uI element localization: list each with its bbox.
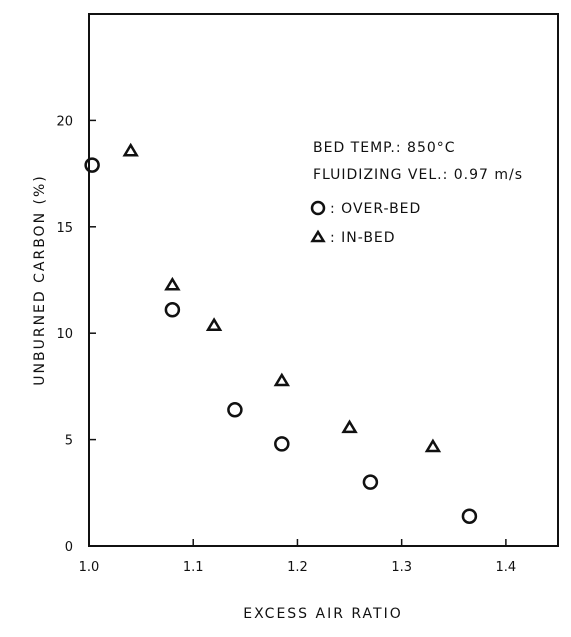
- axis-tick-labels: 1.0 1.1 1.2 1.3 1.4 0 5 10 15 20: [56, 114, 516, 575]
- point-over-bed: [227, 402, 243, 418]
- y-tick-label: 0: [65, 540, 73, 555]
- y-axis-label: UNBURNED CARBON (%): [32, 174, 48, 385]
- y-tick-label: 15: [56, 221, 73, 236]
- x-tick-label: 1.4: [496, 560, 517, 575]
- x-axis-label: EXCESS AIR RATIO: [243, 606, 403, 622]
- y-tick-label: 20: [56, 114, 73, 129]
- point-in-bed: [341, 419, 358, 434]
- point-over-bed: [461, 508, 478, 524]
- point-over-bed: [164, 302, 181, 318]
- plot-frame: [88, 13, 559, 547]
- x-tick-label: 1.1: [183, 560, 204, 575]
- series-over-bed: [84, 157, 478, 524]
- x-tick-label: 1.3: [391, 560, 412, 575]
- series-in-bed: [122, 142, 442, 453]
- axis-ticks: [88, 119, 507, 547]
- legend: : OVER-BED : IN-BED: [310, 200, 421, 246]
- point-in-bed: [205, 317, 223, 331]
- point-over-bed: [362, 474, 379, 490]
- point-in-bed: [273, 372, 291, 387]
- point-over-bed: [84, 157, 100, 173]
- legend-circle-marker: [310, 200, 326, 216]
- x-tick-label: 1.2: [287, 560, 308, 575]
- annotation-bed-temp: BED TEMP.: 850°C: [313, 140, 456, 156]
- point-in-bed: [164, 276, 181, 291]
- annotation-fluidizing-vel: FLUIDIZING VEL.: 0.97 m/s: [313, 167, 523, 183]
- data-points: [84, 142, 478, 524]
- legend-label-over-bed: : OVER-BED: [330, 201, 421, 217]
- point-in-bed: [122, 142, 139, 157]
- point-in-bed: [424, 438, 442, 453]
- point-over-bed: [274, 436, 290, 452]
- legend-triangle-marker: [310, 229, 326, 243]
- legend-label-in-bed: : IN-BED: [330, 230, 396, 246]
- y-tick-label: 10: [56, 327, 73, 342]
- x-tick-label: 1.0: [79, 560, 100, 575]
- y-tick-label: 5: [65, 434, 73, 449]
